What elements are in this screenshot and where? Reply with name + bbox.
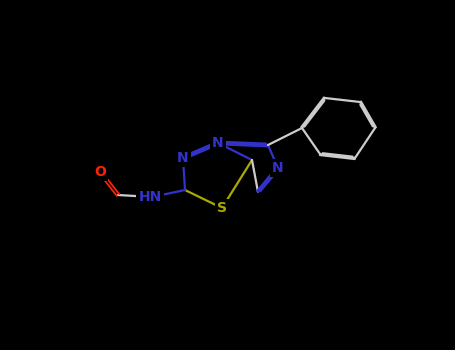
Text: N: N xyxy=(212,136,224,150)
Text: S: S xyxy=(217,201,227,215)
Text: N: N xyxy=(272,161,284,175)
Text: N: N xyxy=(177,151,189,165)
Text: HN: HN xyxy=(138,190,162,204)
Text: O: O xyxy=(94,165,106,179)
